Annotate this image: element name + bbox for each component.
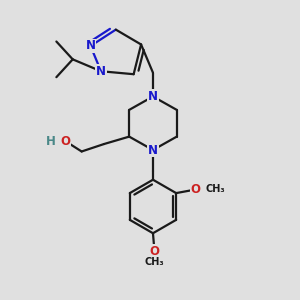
Text: N: N [148,143,158,157]
Text: N: N [148,90,158,103]
Text: O: O [149,244,160,258]
Text: N: N [85,40,96,52]
Text: O: O [60,135,70,148]
Text: O: O [190,183,200,196]
Text: H: H [46,135,56,148]
Text: CH₃: CH₃ [205,184,225,194]
Text: CH₃: CH₃ [145,257,164,267]
Text: N: N [96,65,106,78]
